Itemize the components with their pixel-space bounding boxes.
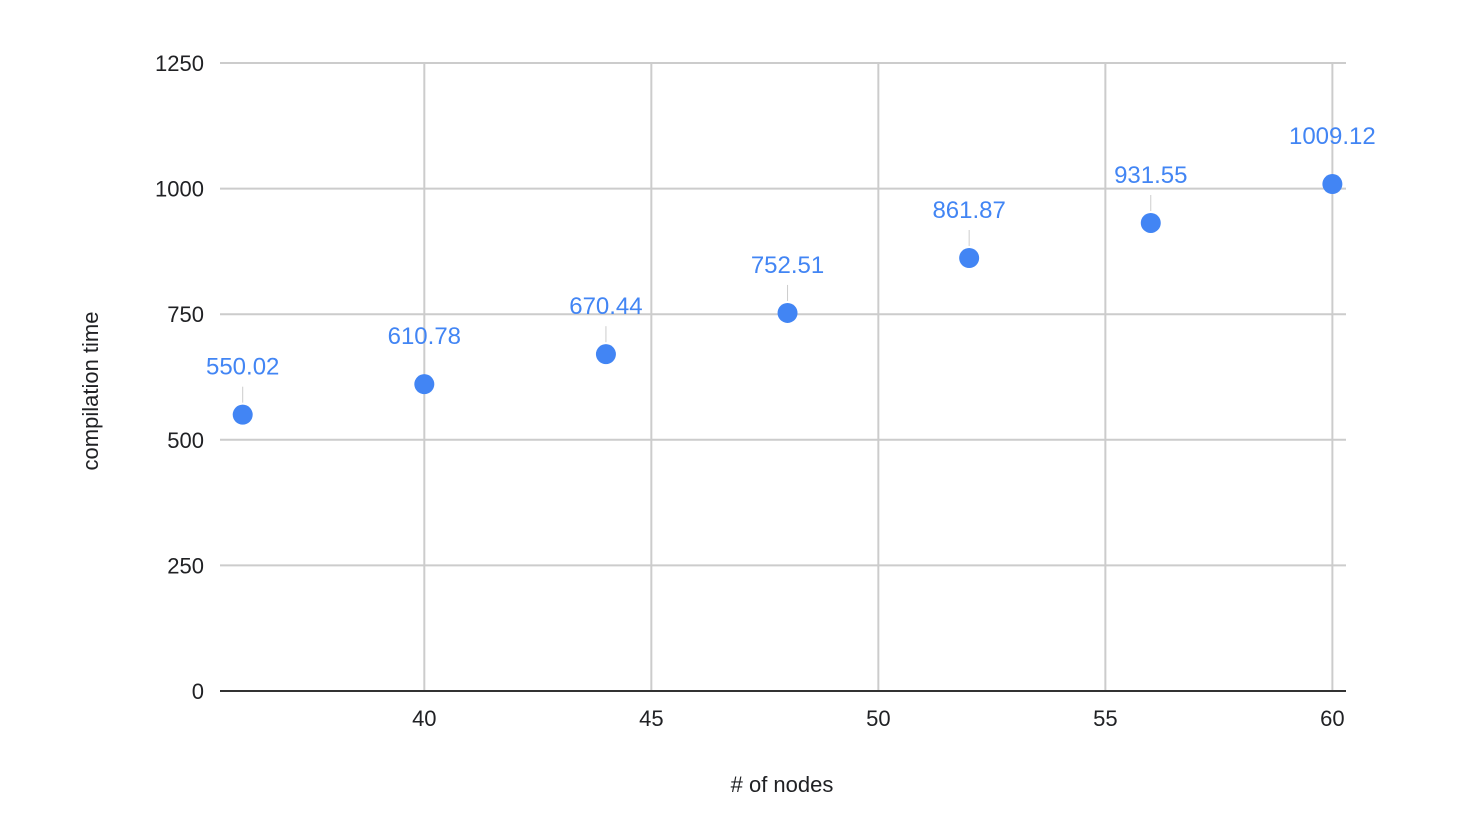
gridlines [220, 62, 1346, 691]
data-label: 1009.12 [1289, 123, 1376, 150]
data-label: 752.51 [751, 252, 824, 279]
y-tick-label: 500 [167, 428, 204, 453]
y-tick-label: 0 [192, 679, 204, 704]
y-tick-label: 1250 [155, 51, 204, 76]
y-tick-label: 250 [167, 553, 204, 578]
data-point [1140, 212, 1161, 233]
data-label: 931.55 [1114, 162, 1187, 189]
axes: 0 250 500 750 1000 1250 40 45 50 55 60 [155, 51, 1346, 731]
data-point [959, 247, 980, 268]
data-label: 550.02 [206, 354, 279, 381]
y-tick-label: 750 [167, 302, 204, 327]
data-label: 861.87 [932, 197, 1005, 224]
data-labels: 550.02 610.78 670.44 752.51 861.87 931.55 1009… [206, 123, 1376, 403]
data-points [232, 174, 1343, 425]
data-point [1322, 174, 1343, 195]
data-label: 610.78 [388, 323, 461, 350]
data-point [595, 344, 616, 365]
x-tick-label: 55 [1093, 706, 1117, 731]
x-axis-title: # of nodes [731, 772, 834, 797]
y-tick-label: 1000 [155, 177, 204, 202]
data-point [777, 302, 798, 323]
x-tick-label: 45 [639, 706, 663, 731]
y-axis-title: compilation time [78, 312, 103, 471]
data-point [414, 374, 435, 395]
data-point [232, 404, 253, 425]
x-tick-label: 50 [866, 706, 890, 731]
data-label: 670.44 [569, 293, 642, 320]
x-tick-label: 60 [1320, 706, 1344, 731]
x-tick-label: 40 [412, 706, 436, 731]
